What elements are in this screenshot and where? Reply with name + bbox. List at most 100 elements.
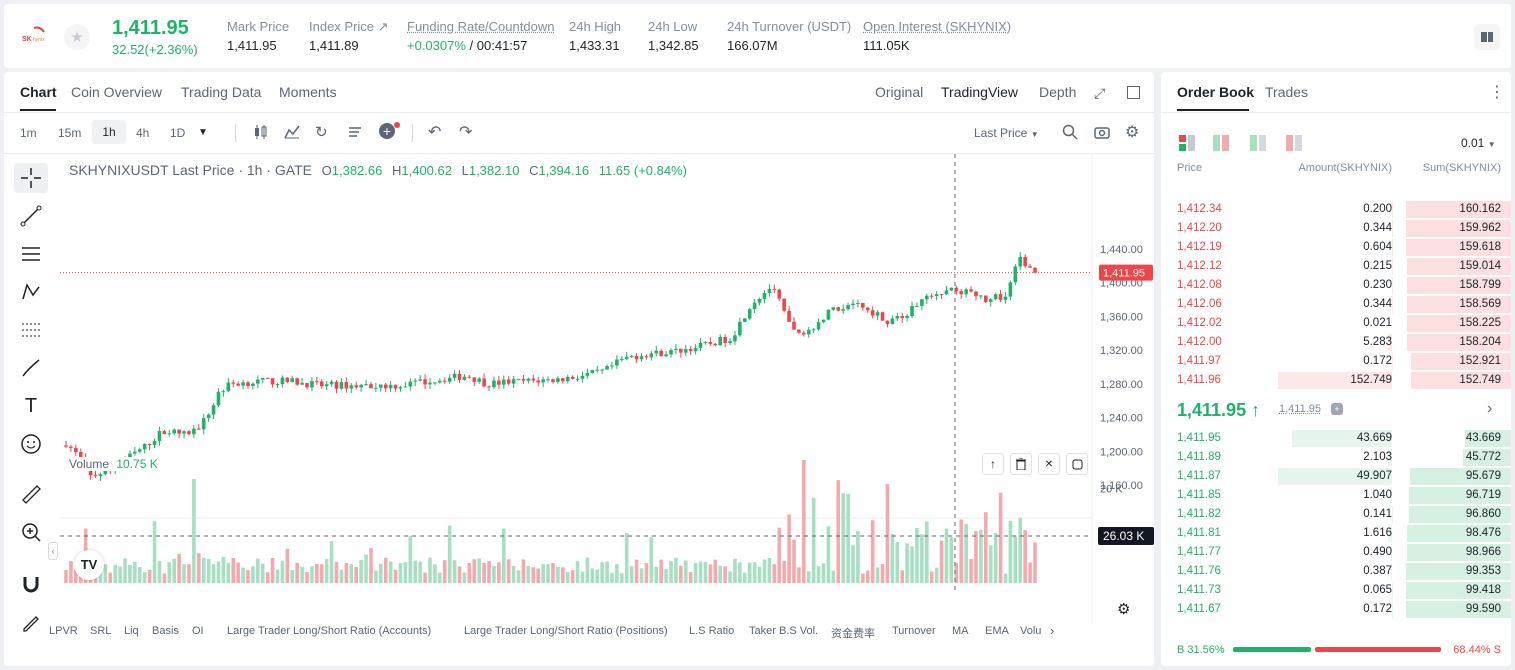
horizontal-lines-tool-icon[interactable]: [14, 239, 48, 269]
bid-row[interactable]: 1,411.77 0.490 98.966: [1161, 543, 1511, 562]
ask-row[interactable]: 1,412.20 0.344 159.962: [1161, 219, 1511, 238]
ask-row[interactable]: 1,411.96 152.749 152.749: [1161, 371, 1511, 390]
interval-1d[interactable]: 1D: [170, 126, 186, 140]
indicator-4[interactable]: OI: [192, 625, 204, 637]
indicator-13[interactable]: Volu: [1020, 625, 1042, 637]
tab-moments[interactable]: Moments: [279, 84, 337, 100]
brush-tool-icon[interactable]: [14, 353, 48, 383]
open-interest-label[interactable]: Open Interest (SKHYNIX): [863, 19, 1012, 34]
view-asks-icon[interactable]: [1286, 135, 1302, 156]
trend-line-tool-icon[interactable]: [14, 201, 48, 231]
bid-row[interactable]: 1,411.95 43.669 43.669: [1161, 429, 1511, 448]
ruler-tool-icon[interactable]: [14, 479, 48, 509]
interval-15m[interactable]: 15m: [58, 126, 82, 140]
candlestick-chart[interactable]: 1,440.00 1,400.00 1,360.00 1,320.00 1,280.00…: [60, 154, 1154, 624]
interval-dropdown-icon[interactable]: ▼: [198, 127, 208, 138]
interval-1m[interactable]: 1m: [20, 126, 37, 140]
funding-rate-label[interactable]: Funding Rate/Countdown: [407, 19, 555, 34]
ask-row[interactable]: 1,412.19 0.604 159.618: [1161, 238, 1511, 257]
template-icon[interactable]: [347, 124, 363, 145]
indicator-9[interactable]: 资金费率: [831, 628, 875, 640]
more-options-icon[interactable]: ⋮: [1489, 84, 1505, 101]
add-indicator-icon[interactable]: +: [379, 123, 395, 139]
indicator-5[interactable]: Large Trader Long/Short Ratio (Accounts): [227, 625, 432, 637]
bid-row[interactable]: 1,411.87 49.907 95.679: [1161, 467, 1511, 486]
bid-row[interactable]: 1,411.73 0.065 99.418: [1161, 581, 1511, 600]
pattern-tool-icon[interactable]: [14, 277, 48, 307]
indicator-10[interactable]: Turnover: [892, 625, 936, 637]
ask-row[interactable]: 1,412.12 0.215 159.014: [1161, 257, 1511, 276]
precision-select[interactable]: 0.01 ▼: [1461, 136, 1496, 150]
indicator-12[interactable]: EMA: [985, 625, 1009, 637]
tab-trades[interactable]: Trades: [1265, 84, 1309, 100]
indicator-8[interactable]: Taker B.S Vol.: [749, 625, 819, 637]
indicator-7[interactable]: L.S Ratio: [689, 625, 735, 637]
tab-order-book[interactable]: Order Book: [1177, 84, 1255, 100]
crosshair-tool-icon[interactable]: [14, 163, 48, 193]
view-both-icon[interactable]: [1179, 135, 1195, 156]
volume-bar: [172, 558, 177, 583]
bid-row[interactable]: 1,411.67 0.172 99.590: [1161, 600, 1511, 619]
maximize-pane-icon[interactable]: [1066, 453, 1088, 475]
expand-icon[interactable]: ⤢: [1094, 85, 1106, 101]
view-bids-icon[interactable]: [1250, 135, 1266, 156]
indicator-6[interactable]: Large Trader Long/Short Ratio (Positions…: [464, 625, 668, 637]
indicator-11[interactable]: MA: [952, 625, 969, 637]
bid-row[interactable]: 1,411.82 0.141 96.860: [1161, 505, 1511, 524]
move-up-icon[interactable]: ↑: [982, 453, 1004, 475]
text-tool-icon[interactable]: T: [24, 394, 38, 417]
row-amount: 0.490: [1363, 546, 1392, 558]
collapse-pane-icon[interactable]: ✕: [1038, 453, 1060, 475]
bid-row[interactable]: 1,411.85 1.040 96.719: [1161, 486, 1511, 505]
ask-row[interactable]: 1,412.34 0.200 160.162: [1161, 200, 1511, 219]
collapse-toolbar-icon[interactable]: ‹: [48, 542, 58, 560]
ask-row[interactable]: 1,412.08 0.230 158.799: [1161, 276, 1511, 295]
tab-trading-data[interactable]: Trading Data: [181, 84, 262, 100]
book-icon[interactable]: [1474, 24, 1500, 50]
replay-icon[interactable]: ↻: [315, 124, 328, 141]
ask-row[interactable]: 1,411.97 0.172 152.921: [1161, 352, 1511, 371]
mid-price[interactable]: 1,411.95 ↑: [1177, 400, 1261, 420]
candle-type-icon[interactable]: [253, 125, 269, 144]
indicators-icon[interactable]: [284, 124, 300, 145]
chart-settings-icon[interactable]: ⚙: [1117, 601, 1131, 618]
volume-bar: [265, 572, 270, 583]
view-split-icon[interactable]: [1213, 135, 1229, 156]
indicator-scroll-right-icon[interactable]: ›: [1050, 623, 1055, 638]
bid-row[interactable]: 1,411.76 0.387 99.353: [1161, 562, 1511, 581]
indicator-3[interactable]: Basis: [152, 625, 179, 637]
candle-body: [472, 377, 477, 382]
chevron-right-icon[interactable]: ›: [1487, 400, 1493, 417]
ask-row[interactable]: 1,412.02 0.021 158.225: [1161, 314, 1511, 333]
ask-row[interactable]: 1,412.00 5.283 158.204: [1161, 333, 1511, 352]
indicator-2[interactable]: Liq: [124, 625, 139, 637]
indicator-0[interactable]: LPVR: [49, 625, 78, 637]
bid-row[interactable]: 1,411.89 2.103 45.772: [1161, 448, 1511, 467]
tab-depth[interactable]: Depth: [1039, 84, 1077, 100]
tab-tradingview[interactable]: TradingView: [941, 84, 1019, 100]
undo-icon[interactable]: ↶: [428, 124, 442, 141]
bid-row[interactable]: 1,411.81 1.616 98.476: [1161, 524, 1511, 543]
ask-row[interactable]: 1,412.06 0.344 158.569: [1161, 295, 1511, 314]
tab-original[interactable]: Original: [875, 84, 924, 100]
fib-tool-icon[interactable]: [14, 315, 48, 345]
trash-icon[interactable]: [1010, 453, 1032, 475]
window-icon[interactable]: [1127, 86, 1140, 99]
interval-4h[interactable]: 4h: [136, 126, 150, 140]
camera-icon[interactable]: [1094, 125, 1110, 144]
pencil-lock-icon[interactable]: [14, 607, 48, 637]
last-price-select[interactable]: Last Price ▼: [974, 126, 1039, 140]
settings-gear-icon[interactable]: ⚙: [1125, 124, 1140, 141]
emoji-tool-icon[interactable]: [14, 429, 48, 459]
magnet-icon[interactable]: [14, 569, 48, 599]
tab-coin-overview[interactable]: Coin Overview: [71, 84, 163, 100]
redo-icon[interactable]: ↷: [459, 124, 473, 141]
interval-1h[interactable]: 1h: [92, 120, 126, 144]
tradingview-logo[interactable]: TV: [74, 550, 104, 580]
tab-chart[interactable]: Chart: [20, 84, 57, 100]
search-icon[interactable]: [1062, 124, 1078, 145]
favorite-star-icon[interactable]: ★: [64, 24, 90, 50]
index-price-label[interactable]: Index Price ↗: [309, 19, 389, 34]
zoom-in-icon[interactable]: [14, 517, 48, 547]
indicator-1[interactable]: SRL: [90, 625, 112, 637]
